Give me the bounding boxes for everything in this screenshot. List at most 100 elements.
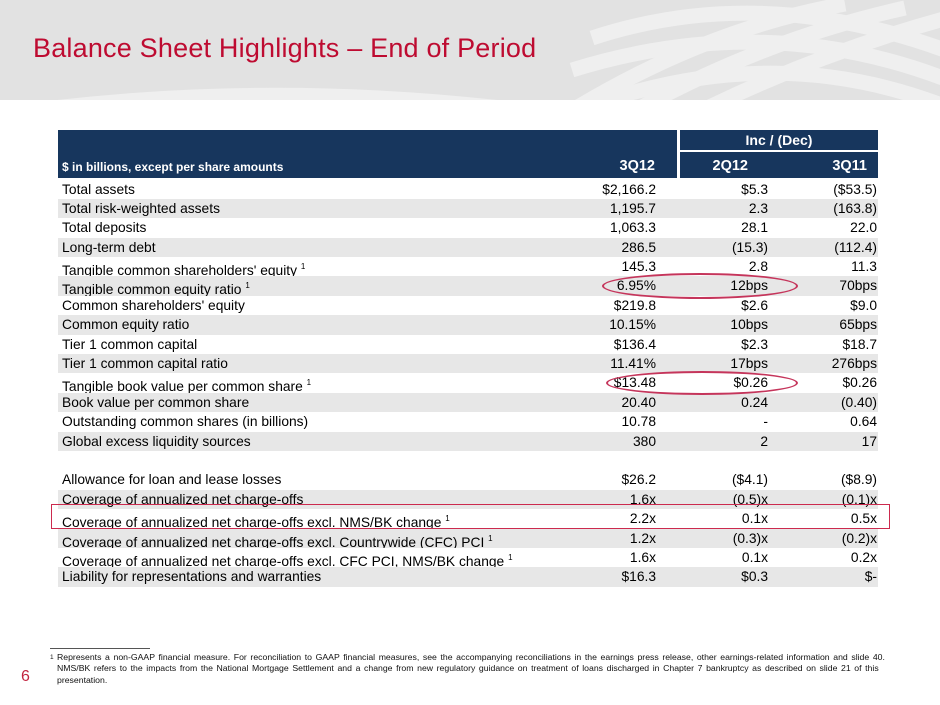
table-row: Tangible book value per common share 1 $… [58, 373, 878, 393]
row-label: Tier 1 common capital ratio [62, 356, 228, 372]
table-row: Allowance for loan and lease losses $26.… [58, 470, 878, 490]
corner-label: $ in billions, except per share amounts [62, 160, 284, 174]
row-label: Coverage of annualized net charge-offs e… [62, 552, 513, 568]
footnote-ref: 1 [245, 281, 250, 291]
flag-watermark-icon [57, 0, 940, 100]
cell-3q11: 22.0 [850, 220, 877, 236]
cell-2q12: 2.8 [748, 259, 768, 275]
cell-2q12: (15.3) [731, 239, 768, 255]
row-label: Tangible book value per common share 1 [62, 378, 312, 393]
row-label: Total risk-weighted assets [62, 200, 220, 216]
cell-3q11: 17 [861, 433, 877, 449]
cell-3q12: 286.5 [621, 239, 656, 255]
row-label: Coverage of annualized net charge-offs e… [62, 514, 450, 529]
cell-2q12: $2.3 [741, 336, 768, 352]
table-row: Tangible common equity ratio 1 6.95% 12b… [58, 276, 878, 296]
cell-3q11: 0.5x [850, 511, 877, 527]
table-row: Book value per common share 20.40 0.24 (… [58, 392, 878, 413]
cell-3q11: (0.40) [840, 394, 877, 410]
footnote-ref: 1 [306, 378, 312, 388]
incdec-group-header: Inc / (Dec) [680, 130, 878, 152]
footnote-ref: 1 [488, 533, 493, 543]
footnote-marker: 1 [50, 654, 54, 661]
cell-3q12: 2.2x [629, 511, 656, 527]
row-label: Book value per common share [62, 394, 250, 410]
cell-3q11: 276bps [831, 356, 877, 372]
footnote-line: presentation. [57, 674, 108, 685]
row-label: Common equity ratio [62, 317, 190, 333]
cell-3q12: $219.8 [613, 297, 656, 313]
table-row: Tangible common shareholders' equity 1 1… [58, 257, 878, 276]
cell-3q11: ($53.5) [833, 181, 877, 197]
row-label: Allowance for loan and lease losses [62, 472, 282, 488]
column-header-3q12: 3Q12 [619, 158, 655, 174]
row-label: Tangible common equity ratio 1 [62, 281, 250, 296]
cell-2q12: 28.1 [741, 220, 768, 236]
table-row: Total deposits 1,063.3 28.1 22.0 [58, 218, 878, 238]
table-row: Long-term debt 286.5 (15.3) (112.4) [58, 237, 878, 258]
table-row: Common equity ratio 10.15% 10bps 65bps [58, 315, 878, 335]
footnote-line: NMS/BK refers to the impacts from the Na… [57, 663, 879, 674]
slide-title: Balance Sheet Highlights – End of Period [33, 33, 537, 63]
table-row: Outstanding common shares (in billions) … [58, 412, 878, 432]
incdec-subheaders: 2Q12 3Q11 [680, 152, 878, 178]
cell-3q12: 20.40 [621, 394, 656, 410]
row-label: Coverage of annualized net charge-offs [62, 491, 304, 507]
cell-3q12: $16.3 [621, 569, 656, 585]
table-row: Coverage of annualized net charge-offs e… [58, 528, 878, 548]
row-label: Long-term debt [62, 239, 156, 255]
cell-3q11: (0.1)x [841, 491, 877, 507]
cell-2q12: 2.3 [748, 200, 768, 216]
cell-3q11: 70bps [839, 278, 877, 294]
footnote-rule [50, 648, 150, 649]
cell-2q12: $5.3 [741, 181, 768, 197]
cell-3q12: 1,195.7 [609, 200, 656, 216]
cell-3q12: $2,166.2 [602, 181, 656, 197]
cell-3q11: (112.4) [834, 239, 877, 255]
column-header-3q11: 3Q11 [832, 158, 867, 174]
cell-3q12: 380 [632, 433, 656, 449]
column-header-2q12: 2Q12 [712, 158, 748, 174]
balance-sheet-table: $ in billions, except per share amounts … [58, 130, 878, 587]
cell-3q11: 0.2x [850, 549, 877, 565]
cell-2q12: $0.26 [733, 375, 768, 391]
cell-2q12: 0.1x [741, 549, 768, 565]
row-label: Tangible common shareholders' equity 1 [62, 262, 306, 277]
table-row: Coverage of annualized net charge-offs e… [58, 547, 878, 568]
header-band: Balance Sheet Highlights – End of Period [0, 0, 940, 100]
cell-3q12: $136.4 [613, 336, 656, 352]
cell-3q11: ($8.9) [840, 472, 877, 488]
cell-2q12: 0.24 [741, 394, 768, 410]
row-label: Tier 1 common capital [62, 336, 198, 352]
cell-3q12: 1.2x [629, 530, 656, 546]
table-row: Total risk-weighted assets 1,195.7 2.3 (… [58, 198, 878, 219]
cell-2q12: ($4.1) [731, 472, 768, 488]
cell-3q11: $18.7 [842, 336, 877, 352]
cell-2q12: 12bps [730, 278, 768, 294]
cell-3q11: 11.3 [851, 259, 877, 275]
cell-3q11: $0.26 [842, 375, 877, 391]
table-row: Common shareholders' equity $219.8 $2.6 … [58, 295, 878, 316]
cell-3q11: (163.8) [833, 200, 877, 216]
cell-3q11: 65bps [839, 317, 877, 333]
cell-3q12: 1.6x [629, 491, 656, 507]
cell-3q11: (0.2)x [841, 530, 877, 546]
row-label: Liability for representations and warran… [62, 569, 322, 585]
cell-2q12: $0.3 [741, 569, 768, 585]
row-label: Common shareholders' equity [62, 297, 245, 313]
table-row: Liability for representations and warran… [58, 567, 878, 587]
table-row: Tier 1 common capital ratio 11.41% 17bps… [58, 354, 878, 374]
section-spacer [58, 450, 878, 471]
cell-3q12: 1,063.3 [609, 220, 656, 236]
table-row: Tier 1 common capital $136.4 $2.3 $18.7 [58, 334, 878, 355]
cell-2q12: 2 [760, 433, 768, 449]
table-row: Coverage of annualized net charge-offs 1… [58, 489, 878, 510]
table-row: Total assets $2,166.2 $5.3 ($53.5) [58, 179, 878, 199]
table-row: Global excess liquidity sources 380 2 17 [58, 431, 878, 451]
cell-3q12: $26.2 [621, 472, 656, 488]
footnote-ref: 1 [445, 514, 450, 524]
cell-2q12: 0.1x [741, 511, 768, 527]
cell-3q12: 145.3 [621, 259, 656, 275]
cell-3q12: 10.78 [621, 414, 656, 430]
table-row: Coverage of annualized net charge-offs e… [58, 509, 878, 529]
